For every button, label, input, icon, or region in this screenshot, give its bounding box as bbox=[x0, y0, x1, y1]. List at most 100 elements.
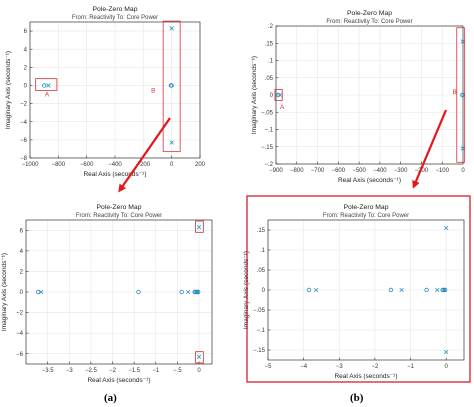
y-tick-label: −6 bbox=[20, 138, 28, 144]
zero-marker bbox=[306, 287, 312, 293]
x-tick-label: −400 bbox=[373, 168, 387, 174]
pole-stroke bbox=[460, 39, 465, 44]
x-axis-label: Real Axis (seconds⁻¹) bbox=[338, 177, 401, 184]
pole-marker bbox=[460, 39, 465, 44]
chart-subtitle: From: Reactivity To: Core Power bbox=[76, 213, 162, 219]
pole-stroke bbox=[186, 289, 191, 295]
pole-stroke bbox=[443, 225, 449, 231]
x-tick-label: −400 bbox=[108, 162, 122, 168]
pole-marker bbox=[194, 289, 199, 295]
y-tick-label: 4 bbox=[20, 249, 24, 255]
x-tick-label: −600 bbox=[332, 168, 346, 174]
pole-stroke bbox=[442, 287, 447, 293]
pole-stroke bbox=[46, 83, 51, 88]
highlight-box bbox=[274, 89, 283, 101]
pole-stroke bbox=[460, 146, 465, 151]
zoom-arrow-a bbox=[118, 117, 171, 193]
pole-stroke bbox=[277, 92, 283, 98]
zero-marker bbox=[35, 289, 41, 295]
pole-stroke bbox=[313, 287, 319, 293]
y-tick-label: 0 bbox=[270, 93, 274, 99]
zero-marker bbox=[424, 287, 429, 293]
x-tick-label: −500 bbox=[352, 168, 366, 174]
x-tick-label: 0 bbox=[461, 168, 465, 174]
pole-marker bbox=[196, 354, 202, 359]
pole-marker bbox=[46, 83, 51, 88]
pole-marker bbox=[443, 225, 449, 231]
x-tick-label: −800 bbox=[290, 168, 304, 174]
y-tick-label: −.1 bbox=[264, 128, 273, 134]
chart-subtitle: From: Reactivity To: Core Power bbox=[72, 15, 158, 21]
y-tick-label: −.15 bbox=[253, 348, 266, 354]
y-tick-label: .2 bbox=[268, 24, 274, 30]
x-axis-label: Real Axis (seconds⁻¹) bbox=[334, 373, 397, 380]
pole-marker bbox=[169, 26, 174, 31]
y-tick-label: −.1 bbox=[256, 328, 265, 334]
x-tick-label: 200 bbox=[195, 162, 206, 168]
pole-stroke bbox=[38, 289, 44, 295]
x-tick-label: 0 bbox=[445, 364, 449, 370]
zero-marker bbox=[41, 83, 47, 88]
y-tick-label: −.15 bbox=[261, 145, 274, 151]
pole-marker bbox=[442, 287, 447, 293]
zoom-frame-b bbox=[246, 195, 471, 383]
pole-marker bbox=[399, 287, 404, 293]
chart-a-bottom: −3.5 −3 −2.5 −2 −1.5 −1 −.5 0 −6 −4 −2 0 2 4 6 Pole-Zer… bbox=[1, 204, 213, 384]
pole-stroke bbox=[399, 287, 404, 293]
highlight-box bbox=[456, 27, 466, 163]
y-tick-label: −6 bbox=[16, 352, 24, 358]
annotation-label: B bbox=[453, 89, 457, 96]
pole-marker bbox=[38, 289, 44, 295]
annotation-label: A bbox=[45, 91, 50, 98]
y-tick-label: .1 bbox=[260, 248, 266, 254]
y-axis-label: Imaginary Axis (seconds⁻¹) bbox=[5, 51, 12, 129]
y-tick-label: 4 bbox=[24, 47, 28, 53]
y-tick-label: 0 bbox=[262, 288, 266, 294]
x-tick-label: −4 bbox=[300, 364, 308, 370]
chart-subtitle: From: Reactivity To: Core Power bbox=[326, 19, 412, 25]
caption-a: (a) bbox=[104, 392, 117, 404]
chart-subtitle: From: Reactivity To: Core Power bbox=[323, 213, 409, 219]
y-tick-label: .1 bbox=[268, 59, 274, 65]
chart-title: Pole-Zero Map bbox=[344, 204, 389, 211]
zero-marker bbox=[179, 289, 184, 295]
y-tick-label: 6 bbox=[20, 228, 24, 234]
y-tick-label: −4 bbox=[16, 331, 24, 337]
x-axis-label: Real Axis (seconds⁻¹) bbox=[83, 171, 146, 178]
highlight-box bbox=[195, 351, 204, 364]
annotation-label: B bbox=[151, 88, 155, 95]
x-axis-label: Real Axis (seconds⁻¹) bbox=[87, 377, 150, 384]
y-tick-label: −2 bbox=[20, 102, 28, 108]
y-tick-label: .15 bbox=[265, 41, 274, 47]
pole-stroke bbox=[196, 225, 202, 230]
pole-marker bbox=[169, 140, 174, 145]
y-axis-label: Imaginary Axis (seconds⁻¹) bbox=[251, 56, 258, 134]
chart-a-top: −1000 −800 −600 −400 −200 0 200 −8 −6 −4 −2 0 2 4 6 Pol… bbox=[5, 6, 206, 178]
x-tick-label: −5 bbox=[265, 364, 273, 370]
y-tick-label: −.2 bbox=[264, 162, 273, 168]
pole-marker bbox=[186, 289, 191, 295]
y-tick-label: 0 bbox=[20, 290, 24, 296]
x-tick-label: −900 bbox=[269, 168, 283, 174]
zero-marker bbox=[442, 287, 448, 293]
x-tick-label: −1.5 bbox=[128, 368, 141, 374]
y-tick-label: .05 bbox=[265, 76, 274, 82]
y-tick-label: −.05 bbox=[253, 308, 266, 314]
zero-marker bbox=[194, 289, 200, 295]
pole-marker bbox=[443, 349, 449, 355]
x-tick-label: −100 bbox=[435, 168, 449, 174]
chart-title: Pole-Zero Map bbox=[347, 10, 392, 17]
highlight-box bbox=[195, 220, 204, 233]
y-tick-label: −8 bbox=[20, 156, 28, 162]
x-tick-label: −3 bbox=[336, 364, 344, 370]
pole-stroke bbox=[169, 140, 174, 145]
chart-title: Pole-Zero Map bbox=[97, 204, 142, 211]
pole-stroke bbox=[195, 289, 200, 295]
annotation-label: A bbox=[280, 104, 285, 111]
overlays-layer bbox=[118, 109, 471, 383]
y-tick-label: 0 bbox=[24, 84, 28, 90]
x-tick-label: −800 bbox=[52, 162, 66, 168]
x-tick-label: 0 bbox=[197, 368, 201, 374]
charts-layer: −1000 −800 −600 −400 −200 0 200−8−6−4−20246Pol… bbox=[1, 6, 465, 384]
